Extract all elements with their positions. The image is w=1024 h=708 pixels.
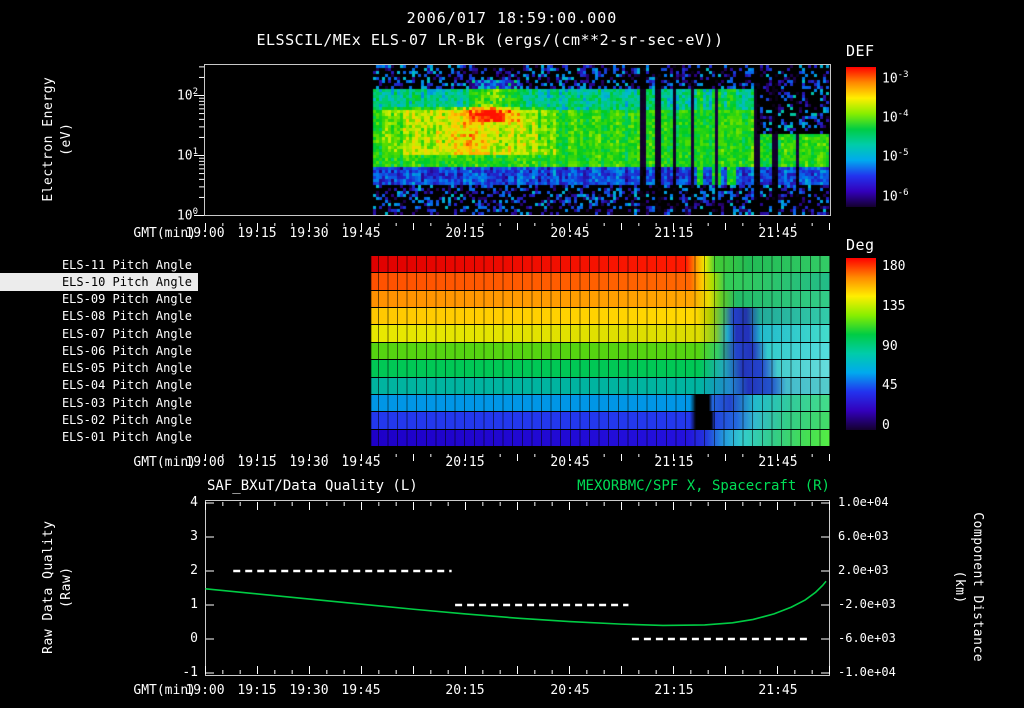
pitch-row (205, 394, 830, 412)
x-tick-label: 21:15 (654, 226, 694, 241)
pitch-row (205, 273, 830, 290)
x-tick-label: 20:45 (550, 683, 590, 698)
x-tick-label: 19:00 (185, 455, 225, 470)
x-tick-label: 20:15 (445, 455, 485, 470)
def-tick: 10-3 (882, 70, 909, 87)
pitch-rows (205, 256, 830, 446)
pitch-row-label: ELS-02 Pitch Angle (61, 413, 192, 428)
quality-tick: 0 (190, 631, 198, 646)
pitch-row (205, 360, 830, 377)
x-tick-label: 19:45 (341, 683, 381, 698)
x-tick-label: 19:15 (237, 455, 277, 470)
distance-tick: 2.0e+03 (838, 563, 889, 577)
quality-tick: 3 (190, 529, 198, 544)
x-axis-ticks-panel1 (205, 216, 830, 230)
pitch-row (205, 290, 830, 308)
distance-tick: -2.0e+03 (838, 597, 896, 611)
bottom-panel-titles: SAF_BXuT/Data Quality (L) MEXORBMC/SPF X… (205, 478, 830, 494)
pitch-row-label: ELS-01 Pitch Angle (61, 430, 192, 445)
distance-tick: 6.0e+03 (838, 529, 889, 543)
x-tick-label: 20:45 (550, 455, 590, 470)
quality-axis-label: Raw Data Quality (Raw) (40, 520, 74, 654)
deg-colorbar-labels: 180 135 90 45 0 (882, 259, 905, 433)
x-tick-label: 19:30 (289, 455, 329, 470)
def-tick: 10-5 (882, 148, 909, 165)
energy-tick-10: 101 (176, 147, 198, 164)
x-tick-label: 19:45 (341, 455, 381, 470)
distance-tick: 1.0e+04 (838, 495, 889, 509)
energy-tick-1: 100 (176, 207, 198, 224)
quality-tick: 1 (190, 597, 198, 612)
quality-tick: 2 (190, 563, 198, 578)
gmt-label-panel1: GMT(min) (133, 226, 196, 241)
x-tick-label: 21:45 (758, 683, 798, 698)
def-colorbar-labels: 10-3 10-4 10-5 10-6 (882, 70, 909, 204)
pitch-row (205, 308, 830, 325)
plot-title: ELSSCIL/MEx ELS-07 LR-Bk (ergs/(cm**2-sr… (256, 31, 724, 49)
pitch-row-label: ELS-03 Pitch Angle (61, 395, 192, 410)
deg-tick: 90 (882, 338, 898, 354)
x-tick-label: 19:30 (289, 683, 329, 698)
x-axis-labels-panel1: 19:00 19:15 19:30 19:45 20:15 20:45 21:1… (185, 226, 830, 242)
x-tick-label: 21:15 (654, 455, 694, 470)
x-axis-labels-panel3: 19:00 19:15 19:30 19:45 20:15 20:45 21:1… (185, 683, 830, 699)
distance-axis-label: Component Distance (km) (952, 512, 986, 663)
x-axis-ticks-panel2 (205, 447, 830, 461)
x-tick-label: 20:15 (445, 226, 485, 241)
def-tick: 10-6 (882, 187, 909, 204)
energy-tick-100: 102 (176, 87, 198, 104)
x-axis-labels-panel2: 19:00 19:15 19:30 19:45 20:15 20:45 21:1… (185, 455, 830, 471)
spectrogram-canvas (205, 65, 830, 215)
pitch-row-label: ELS-10 Pitch Angle (0, 273, 198, 291)
distance-tick: -6.0e+03 (838, 631, 896, 645)
quality-tick: -1 (182, 665, 198, 680)
x-tick-label: 19:00 (185, 226, 225, 241)
pitch-row-label: ELS-11 Pitch Angle (61, 257, 192, 272)
def-colorbar (846, 67, 876, 207)
x-tick-label: 21:15 (654, 683, 694, 698)
pitch-row (205, 377, 830, 394)
deg-tick: 135 (882, 298, 906, 314)
pitch-row (205, 429, 830, 446)
spectrogram-plot (204, 64, 831, 216)
x-tick-label: 19:45 (341, 226, 381, 241)
x-tick-label: 21:45 (758, 455, 798, 470)
pitch-row-label: ELS-07 Pitch Angle (61, 326, 192, 341)
pitch-row-label: ELS-08 Pitch Angle (61, 309, 192, 324)
pitch-row (205, 412, 830, 429)
x-tick-label: 21:45 (758, 226, 798, 241)
timestamp-title: 2006/017 18:59:00.000 (406, 9, 618, 27)
def-tick: 10-4 (882, 109, 909, 126)
distance-tick: -1.0e+04 (838, 665, 896, 679)
deg-tick: 45 (882, 378, 898, 394)
deg-tick: 0 (882, 418, 890, 433)
pitch-row-label: ELS-04 Pitch Angle (61, 378, 192, 393)
quality-distance-plot (205, 500, 830, 676)
gmt-label-panel3: GMT(min) (133, 683, 196, 698)
x-tick-label: 19:15 (237, 226, 277, 241)
bottom-title-left: SAF_BXuT/Data Quality (L) (207, 478, 418, 494)
x-tick-label: 19:00 (185, 683, 225, 698)
deg-colorbar (846, 258, 876, 430)
deg-colorbar-title: Deg (846, 236, 875, 254)
pitch-row-label: ELS-09 Pitch Angle (61, 292, 192, 307)
deg-tick: 180 (882, 259, 906, 274)
energy-axis-ticks (193, 65, 204, 217)
x-tick-label: 20:45 (550, 226, 590, 241)
pitch-row-label: ELS-06 Pitch Angle (61, 343, 192, 358)
energy-axis-label: Electron Energy (eV) (40, 76, 74, 202)
x-tick-label: 20:15 (445, 683, 485, 698)
quality-tick: 4 (190, 495, 198, 510)
gmt-label-panel2: GMT(min) (133, 455, 196, 470)
pitch-row-label: ELS-05 Pitch Angle (61, 361, 192, 376)
def-colorbar-title: DEF (846, 42, 875, 60)
x-tick-label: 19:15 (237, 683, 277, 698)
pitch-row-labels: ELS-11 Pitch Angle ELS-10 Pitch Angle ELS-… (0, 256, 198, 446)
x-tick-label: 19:30 (289, 226, 329, 241)
pitch-row (205, 342, 830, 360)
pitch-row (205, 256, 830, 273)
pitch-row (205, 325, 830, 342)
bottom-title-right: MEXORBMC/SPF X, Spacecraft (R) (577, 478, 830, 494)
